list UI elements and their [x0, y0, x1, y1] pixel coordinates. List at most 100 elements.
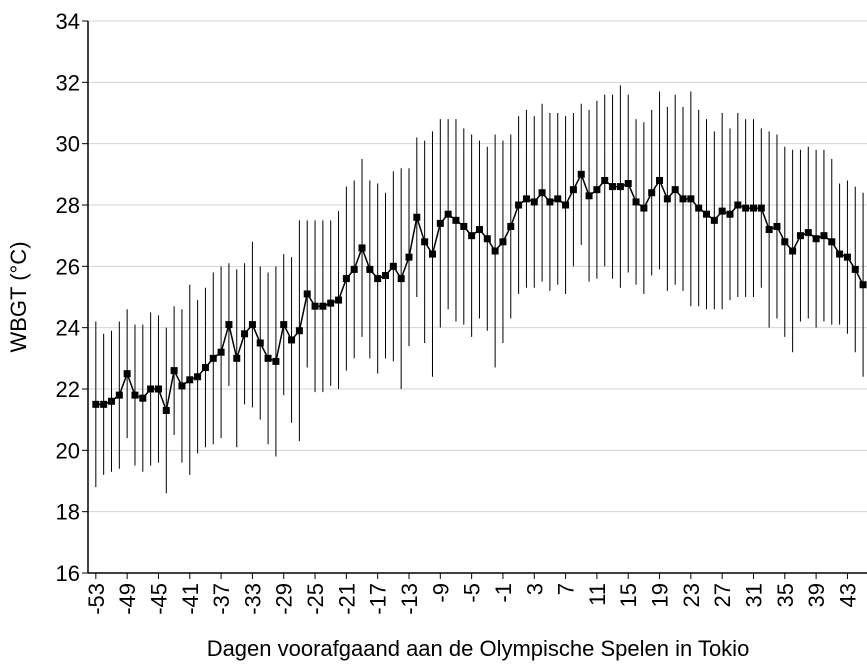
marker [679, 195, 687, 203]
marker [319, 302, 327, 310]
x-tick-label: -33 [240, 583, 265, 615]
marker [538, 189, 546, 197]
marker [194, 373, 202, 381]
marker [389, 262, 397, 270]
marker [828, 238, 836, 246]
marker [632, 198, 640, 206]
y-axis-label: WBGT (°C) [6, 241, 31, 352]
marker [648, 189, 656, 197]
y-tick-label: 20 [56, 438, 80, 463]
marker [405, 253, 413, 261]
x-tick-label: -13 [397, 583, 422, 615]
x-tick-label: -49 [115, 583, 140, 615]
y-tick-label: 18 [56, 500, 80, 525]
marker [186, 376, 194, 384]
x-tick-label: 7 [554, 583, 579, 595]
marker [366, 265, 374, 273]
marker [115, 391, 123, 399]
marker [491, 247, 499, 255]
marker [616, 183, 624, 191]
marker [812, 235, 820, 243]
x-tick-label: -53 [84, 583, 109, 615]
marker [350, 265, 358, 273]
x-tick-label: 15 [616, 583, 641, 607]
marker [468, 232, 476, 240]
marker [225, 321, 233, 329]
marker [162, 406, 170, 414]
marker [170, 367, 178, 375]
y-tick-label: 16 [56, 561, 80, 586]
x-tick-label: -21 [334, 583, 359, 615]
marker [421, 238, 429, 246]
x-tick-label: 11 [585, 583, 610, 606]
marker [154, 385, 162, 393]
marker [703, 210, 711, 218]
marker [499, 238, 507, 246]
marker [671, 186, 679, 194]
marker [147, 385, 155, 393]
x-tick-label: -9 [428, 583, 453, 603]
x-tick-label: 23 [679, 583, 704, 607]
marker [342, 275, 350, 283]
x-tick-label: 31 [741, 583, 766, 607]
marker [804, 229, 812, 237]
x-tick-label: -41 [178, 583, 203, 615]
marker [742, 204, 750, 212]
marker [773, 222, 781, 230]
x-tick-label: 3 [522, 583, 547, 595]
marker [687, 195, 695, 203]
marker [241, 330, 249, 338]
y-tick-label: 26 [56, 254, 80, 279]
marker [139, 394, 147, 402]
marker [311, 302, 319, 310]
marker [335, 296, 343, 304]
marker [428, 250, 436, 258]
marker [530, 198, 538, 206]
marker [593, 186, 601, 194]
x-tick-label: 35 [773, 583, 798, 607]
marker [233, 354, 241, 362]
x-tick-label: 39 [804, 583, 829, 607]
marker [695, 204, 703, 212]
x-tick-label: -45 [146, 583, 171, 615]
marker [272, 357, 280, 365]
y-tick-label: 34 [56, 9, 80, 34]
marker [656, 176, 664, 184]
marker [397, 275, 405, 283]
marker [358, 244, 366, 252]
marker [107, 397, 115, 405]
marker [100, 400, 108, 408]
marker [256, 339, 264, 347]
marker [507, 222, 515, 230]
marker [178, 382, 186, 390]
marker [452, 216, 460, 224]
marker [217, 348, 225, 356]
marker [796, 232, 804, 240]
x-tick-label: -5 [460, 583, 485, 603]
marker [123, 370, 131, 378]
marker [710, 216, 718, 224]
marker [577, 170, 585, 178]
marker [515, 201, 523, 209]
x-tick-label: -29 [272, 583, 297, 615]
marker [609, 183, 617, 191]
marker [288, 336, 296, 344]
y-tick-label: 28 [56, 193, 80, 218]
marker [460, 222, 468, 230]
marker [546, 198, 554, 206]
marker [734, 201, 742, 209]
y-tick-label: 32 [56, 70, 80, 95]
marker [436, 219, 444, 227]
marker [836, 250, 844, 258]
marker [859, 281, 867, 289]
marker [718, 207, 726, 215]
marker [624, 180, 632, 188]
marker [843, 253, 851, 261]
marker [601, 176, 609, 184]
marker [92, 400, 100, 408]
marker [749, 204, 757, 212]
marker [327, 299, 335, 307]
marker [280, 321, 288, 329]
marker [413, 213, 421, 221]
